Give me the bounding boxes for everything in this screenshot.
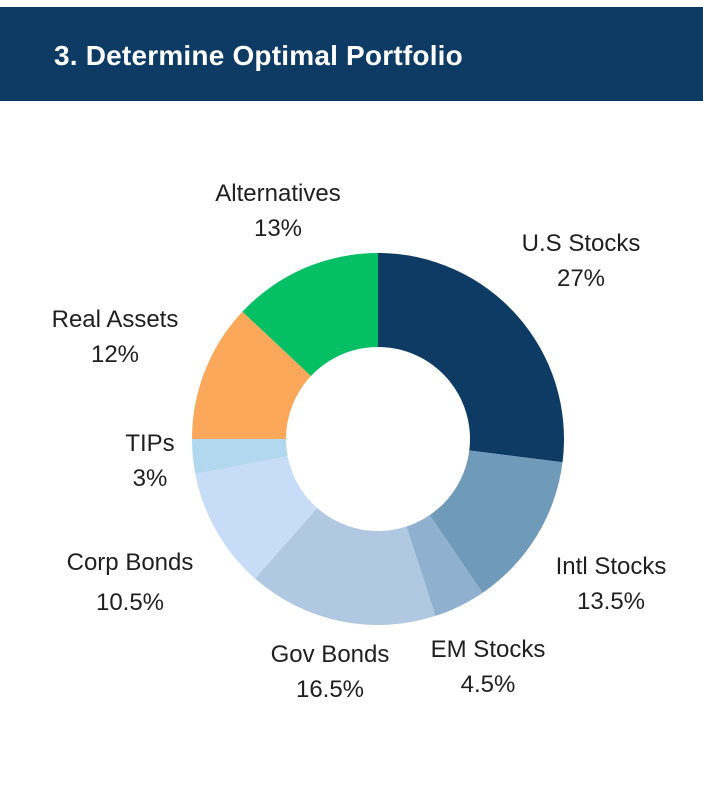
slice-label-corp-bonds: Corp Bonds: [67, 549, 194, 576]
header-banner: 3. Determine Optimal Portfolio: [0, 7, 703, 101]
slice-label-tips: TIPs: [125, 430, 174, 457]
slice-intl-stocks: [429, 450, 563, 593]
slice-label-gov-bonds: Gov Bonds: [271, 641, 390, 668]
slice-label-em-stocks: EM Stocks: [431, 636, 546, 663]
slice-label-alternatives: Alternatives: [215, 180, 340, 207]
chart-labels: U.S Stocks 27% Intl Stocks 13.5% EM Stocks 4.…: [52, 180, 667, 703]
slice-value-corp-bonds: 10.5%: [96, 589, 164, 616]
slice-u-s-stocks: [378, 253, 564, 463]
slice-gov-bonds: [254, 508, 436, 625]
slice-label-intl-stocks: Intl Stocks: [556, 553, 667, 580]
slice-em-stocks: [406, 515, 483, 616]
slice-alternatives: [242, 253, 378, 377]
slice-value-intl-stocks: 13.5%: [577, 588, 645, 615]
slice-real-assets: [192, 311, 311, 439]
slice-label-u-s-stocks: U.S Stocks: [522, 230, 641, 257]
slice-value-gov-bonds: 16.5%: [296, 676, 364, 703]
page-title: 3. Determine Optimal Portfolio: [54, 40, 463, 71]
slice-value-em-stocks: 4.5%: [461, 671, 516, 698]
slice-label-real-assets: Real Assets: [52, 306, 179, 333]
slice-value-u-s-stocks: 27%: [557, 265, 605, 292]
slice-corp-bonds: [195, 456, 318, 579]
slice-value-alternatives: 13%: [254, 215, 302, 242]
slice-tips: [192, 439, 288, 474]
slice-value-real-assets: 12%: [91, 341, 139, 368]
slice-value-tips: 3%: [133, 465, 168, 492]
chart-slices: [192, 253, 564, 625]
